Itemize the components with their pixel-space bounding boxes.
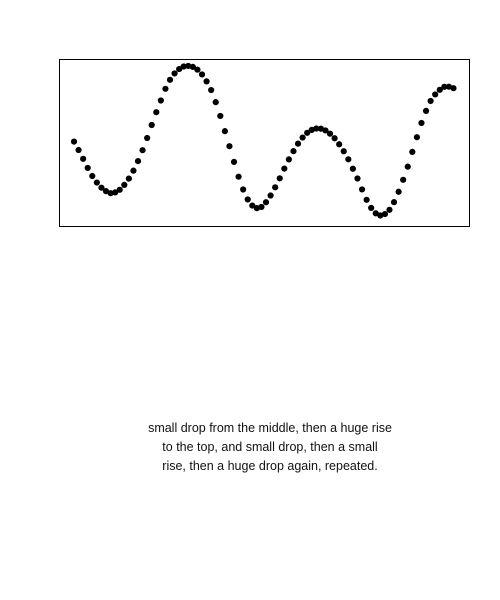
data-point: [390, 199, 398, 206]
data-point: [313, 125, 320, 132]
data-point: [262, 199, 270, 206]
data-point: [162, 85, 169, 92]
data-point: [249, 202, 256, 209]
data-point: [221, 128, 228, 135]
data-point: [285, 156, 292, 163]
data-point: [354, 175, 361, 182]
data-point: [189, 63, 196, 70]
data-point: [89, 172, 96, 180]
data-point: [418, 119, 425, 127]
data-point: [176, 65, 183, 73]
data-point: [107, 190, 114, 197]
plot-frame: [59, 59, 470, 227]
data-point: [450, 85, 457, 92]
caption-line-1: small drop from the middle, then a huge …: [148, 421, 392, 435]
data-point: [180, 63, 187, 70]
data-point: [230, 158, 238, 165]
data-point: [217, 112, 224, 120]
data-point: [171, 70, 178, 77]
data-point: [281, 165, 288, 172]
data-point: [157, 97, 164, 104]
data-point: [395, 188, 402, 195]
data-point: [413, 134, 420, 141]
data-point: [148, 121, 155, 129]
data-point: [326, 130, 334, 137]
data-point: [226, 143, 233, 150]
data-point: [441, 83, 448, 90]
data-point: [386, 206, 393, 213]
data-point: [345, 156, 352, 163]
data-point: [363, 196, 370, 203]
data-point: [240, 186, 247, 193]
data-point: [368, 204, 375, 212]
scatter-chart: [59, 59, 470, 227]
data-point: [258, 203, 265, 211]
data-point: [212, 99, 219, 106]
data-point: [322, 127, 329, 134]
data-point: [144, 134, 151, 142]
data-point: [436, 86, 443, 93]
caption: small drop from the middle, then a huge …: [100, 419, 440, 476]
caption-line-3: rise, then a huge drop again, repeated.: [162, 459, 378, 473]
data-point: [422, 107, 430, 114]
data-point: [130, 167, 137, 174]
data-points: [70, 62, 457, 219]
data-point: [409, 148, 416, 156]
data-point: [125, 175, 132, 182]
data-point: [349, 165, 356, 172]
data-point: [198, 71, 206, 78]
data-point: [427, 97, 434, 105]
data-point: [84, 164, 91, 172]
data-point: [203, 78, 210, 85]
data-point: [381, 210, 388, 218]
data-point: [331, 135, 338, 142]
data-point: [400, 176, 407, 183]
data-point: [272, 184, 279, 191]
data-point: [304, 129, 311, 136]
data-point: [244, 196, 251, 203]
data-point: [153, 109, 160, 116]
data-point: [299, 134, 306, 141]
data-point: [404, 163, 411, 170]
data-point: [112, 189, 119, 196]
data-point: [75, 146, 82, 154]
data-point: [208, 86, 215, 94]
data-point: [290, 148, 297, 155]
data-point: [276, 175, 283, 182]
caption-line-2: to the top, and small drop, then a small: [162, 440, 378, 454]
data-point: [358, 186, 366, 193]
data-point: [432, 91, 439, 98]
data-point: [70, 138, 78, 145]
data-point: [336, 141, 343, 148]
data-point: [121, 181, 128, 188]
data-point: [139, 147, 146, 154]
data-point: [340, 148, 347, 155]
data-point: [116, 186, 123, 193]
data-point: [98, 184, 105, 191]
data-point: [194, 66, 201, 73]
data-point: [80, 155, 87, 162]
data-point: [166, 76, 174, 83]
data-point: [267, 192, 274, 199]
data-point: [294, 140, 302, 147]
data-point: [134, 158, 142, 165]
data-point: [235, 173, 242, 180]
data-point: [93, 179, 100, 186]
